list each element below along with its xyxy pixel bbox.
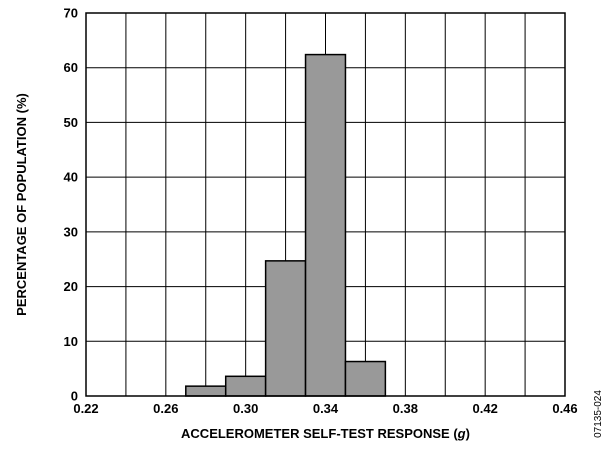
- y-tick-label: 20: [64, 279, 78, 294]
- histogram-bar-1: [185, 385, 227, 397]
- histogram-bar-4: [304, 53, 347, 397]
- y-axis-label: PERCENTAGE OF POPULATION (%): [14, 93, 29, 316]
- histogram-bar-3: [264, 260, 307, 397]
- x-tick-label: 0.42: [473, 401, 498, 416]
- x-axis-ticks: 0.22 0.26 0.30 0.34 0.38 0.42 0.46: [73, 401, 577, 416]
- y-tick-label: 70: [64, 6, 78, 21]
- y-tick-label: 0: [71, 389, 78, 404]
- y-tick-label: 60: [64, 60, 78, 75]
- x-tick-label: 0.38: [393, 401, 418, 416]
- y-tick-label: 50: [64, 115, 78, 130]
- plot-frame: [85, 12, 566, 397]
- histogram-bar-5: [344, 360, 387, 397]
- y-tick-label: 10: [64, 334, 78, 349]
- y-tick-label: 40: [64, 170, 78, 185]
- x-tick-label: 0.26: [153, 401, 178, 416]
- histogram-bar-2: [224, 375, 267, 397]
- figure-code: 07135-024: [593, 390, 604, 438]
- x-tick-label: 0.22: [73, 401, 98, 416]
- y-axis-ticks: 0 10 20 30 40 50 60 70: [64, 6, 78, 404]
- x-tick-label: 0.30: [233, 401, 258, 416]
- x-tick-label: 0.34: [313, 401, 339, 416]
- x-axis-label: ACCELEROMETER SELF-TEST RESPONSE (g): [181, 426, 470, 441]
- histogram-bars: [185, 53, 387, 397]
- y-tick-label: 30: [64, 224, 78, 239]
- x-tick-label: 0.46: [552, 401, 577, 416]
